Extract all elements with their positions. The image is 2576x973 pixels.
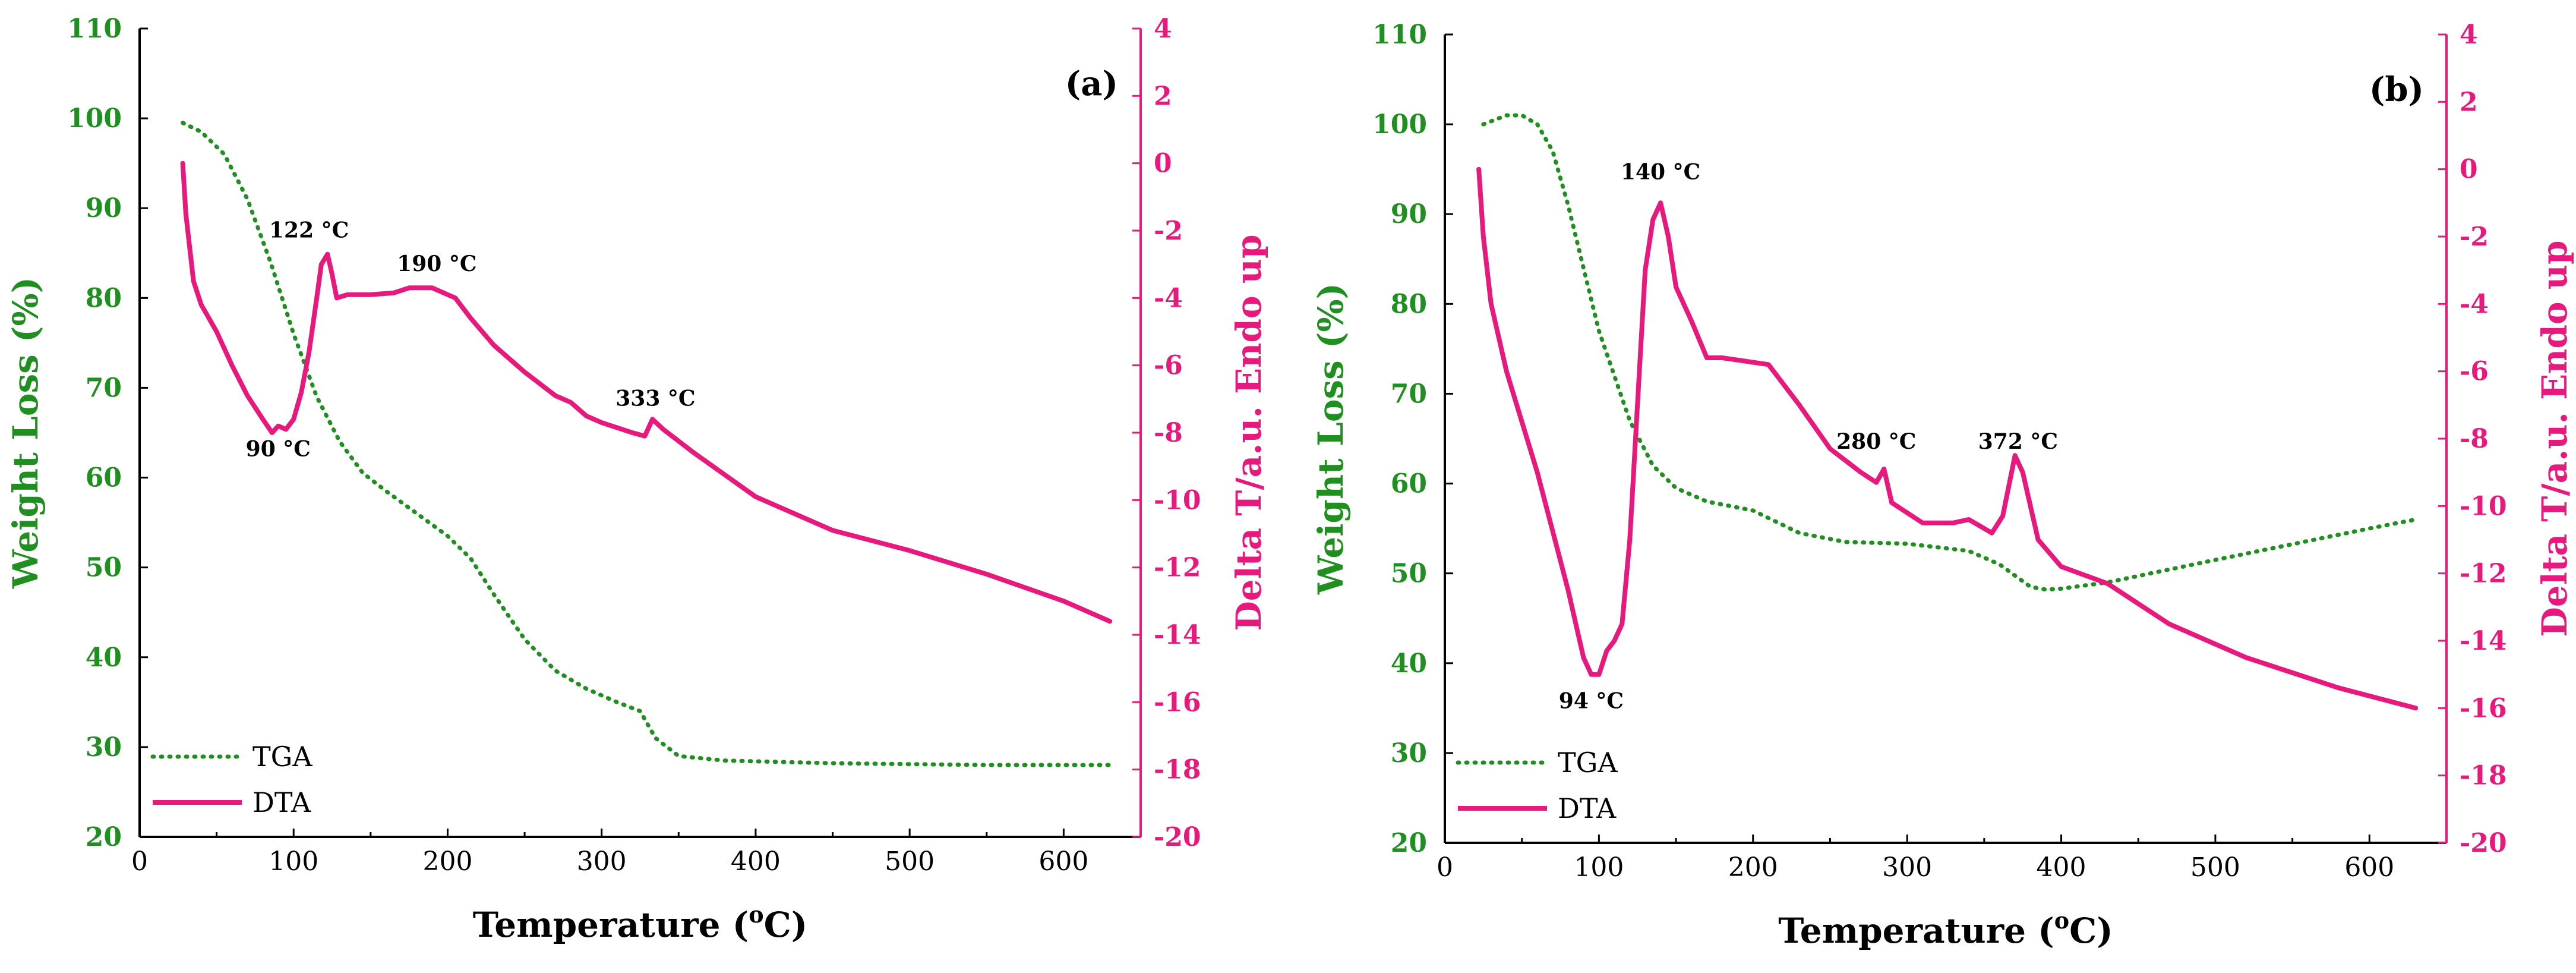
- y-tick-label: 20: [1391, 828, 1427, 858]
- y2-tick-label: 4: [2460, 20, 2478, 50]
- y-tick-label: 100: [67, 103, 122, 134]
- y-tick-label: 40: [1391, 648, 1427, 679]
- dta-series-line: [1476, 166, 2419, 711]
- tga-series-line: [1481, 113, 2418, 592]
- x-tick-label: 400: [731, 846, 781, 877]
- y2-tick-label: 2: [1154, 81, 1172, 111]
- y2-tick-label: -8: [1154, 418, 1183, 448]
- y2-tick-label: -8: [2460, 424, 2489, 454]
- y2-tick-label: -16: [1154, 687, 1201, 717]
- y2-axis-label: Delta T/a.u. Endo up: [2534, 241, 2575, 637]
- y2-tick-label: -12: [1154, 553, 1201, 583]
- y-tick-label: 60: [86, 463, 122, 493]
- y2-tick-label: -6: [1154, 351, 1183, 381]
- y2-tick-label: 2: [2460, 87, 2478, 117]
- y-tick-label: 110: [1372, 20, 1427, 50]
- y2-tick-label: -14: [1154, 620, 1201, 650]
- x-axis-label: Temperature (oC): [1778, 907, 2113, 951]
- legend-dta-label: DTA: [1558, 792, 1617, 824]
- y-tick-label: 40: [86, 643, 122, 673]
- y-tick-label: 80: [1391, 289, 1427, 319]
- y-tick-label: 30: [86, 732, 122, 763]
- x-tick-label: 200: [422, 846, 472, 877]
- y2-tick-label: -10: [2460, 491, 2507, 521]
- x-tick-label: 100: [1574, 852, 1624, 883]
- y2-tick-label: -18: [1154, 755, 1201, 785]
- x-tick-label: 300: [1882, 852, 1932, 883]
- legend-tga-label: TGA: [1558, 747, 1618, 779]
- y2-tick-label: 4: [1154, 14, 1172, 44]
- x-tick-label: 500: [885, 846, 935, 877]
- peak-annotation: 372 °C: [1978, 429, 2058, 454]
- x-axis-label-main: Temperature (: [1778, 911, 2054, 951]
- y2-tick-label: 0: [2460, 155, 2478, 185]
- y-tick-label: 50: [86, 553, 122, 583]
- x-axis-label-main: Temperature (: [473, 905, 749, 945]
- y2-tick-label: -16: [2460, 693, 2507, 723]
- panel-label: (b): [2369, 70, 2424, 109]
- x-axis-label-end: C): [764, 905, 808, 945]
- peak-annotation: 190 °C: [397, 251, 476, 276]
- x-tick-label: 0: [1437, 852, 1453, 883]
- x-tick-label: 500: [2190, 852, 2240, 883]
- y-tick-label: 50: [1391, 559, 1427, 589]
- y2-tick-label: -18: [2460, 761, 2507, 791]
- legend-dta-label: DTA: [252, 786, 311, 818]
- x-tick-label: 200: [1728, 852, 1778, 883]
- y-tick-label: 90: [86, 193, 122, 223]
- peak-annotation: 122 °C: [269, 218, 349, 243]
- x-tick-label: 0: [131, 846, 148, 877]
- y-tick-label: 70: [86, 373, 122, 403]
- x-axis-label-sup: o: [749, 901, 763, 928]
- y2-tick-label: -10: [1154, 485, 1201, 515]
- x-tick-label: 600: [1038, 846, 1088, 877]
- y-tick-label: 90: [1391, 199, 1427, 229]
- y-tick-label: 110: [67, 14, 122, 44]
- y2-tick-label: -2: [1154, 216, 1183, 246]
- y-tick-label: 70: [1391, 379, 1427, 409]
- y2-tick-label: 0: [1154, 149, 1172, 179]
- chart-panel-a: 0 100 200 300 400 500 600203040506070809010011…: [5, 14, 1269, 945]
- peak-annotation: 94 °C: [1559, 688, 1624, 713]
- x-tick-label: 300: [577, 846, 627, 877]
- x-tick-label: 100: [269, 846, 318, 877]
- peak-annotation: 333 °C: [615, 386, 695, 411]
- y-tick-label: 60: [1391, 469, 1427, 499]
- peak-annotation: 90 °C: [246, 437, 311, 462]
- y2-tick-label: -20: [1154, 822, 1201, 852]
- y-axis-label: Weight Loss (%): [1311, 283, 1351, 595]
- legend-tga-label: TGA: [252, 741, 312, 773]
- tga-series-line: [181, 121, 1112, 767]
- y2-axis-label: Delta T/a.u. Endo up: [1229, 235, 1269, 631]
- y2-tick-label: -4: [2460, 289, 2489, 319]
- x-axis-label-sup: o: [2054, 907, 2069, 934]
- chart-panel-b: 0 100 200 300 400 500 600203040506070809010011…: [1311, 20, 2575, 951]
- y2-tick-label: -4: [1154, 283, 1183, 313]
- peak-annotation: 280 °C: [1836, 429, 1916, 454]
- y2-tick-label: -14: [2460, 626, 2507, 656]
- y-tick-label: 20: [86, 822, 122, 852]
- x-tick-label: 400: [2037, 852, 2086, 883]
- y2-tick-label: -20: [2460, 828, 2507, 858]
- peak-annotation: 140 °C: [1621, 160, 1700, 185]
- dta-series-line: [180, 160, 1113, 624]
- y-tick-label: 30: [1391, 738, 1427, 769]
- y2-tick-label: -12: [2460, 559, 2507, 589]
- y-tick-label: 80: [86, 283, 122, 313]
- y2-tick-label: -6: [2460, 357, 2489, 387]
- y-axis-label: Weight Loss (%): [5, 277, 46, 589]
- y2-tick-label: -2: [2460, 222, 2489, 252]
- x-tick-label: 600: [2344, 852, 2394, 883]
- x-axis-label: Temperature (oC): [473, 901, 807, 945]
- panel-label: (a): [1065, 64, 1118, 103]
- x-axis-label-end: C): [2069, 911, 2113, 951]
- y-tick-label: 100: [1372, 109, 1427, 140]
